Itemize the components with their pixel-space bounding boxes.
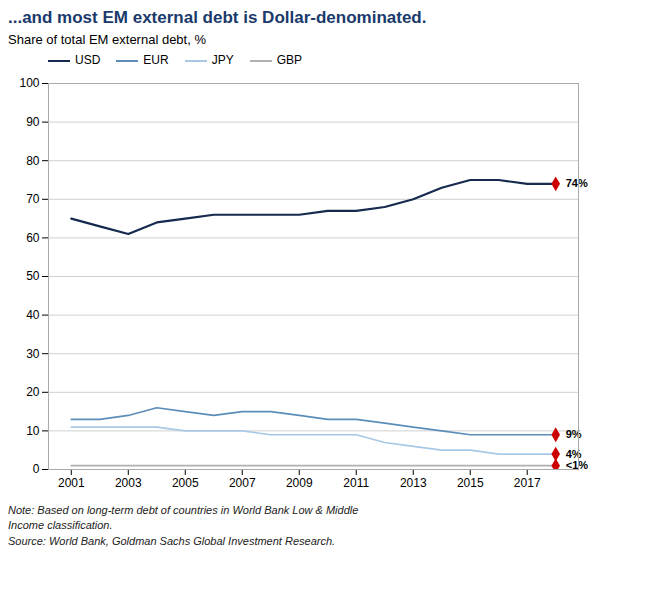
svg-text:0: 0 (33, 462, 40, 476)
html-text:JPY: JPY (211, 53, 234, 67)
svg-text:2001: 2001 (58, 476, 85, 490)
svg-text:80: 80 (26, 154, 40, 168)
svg-text:9%: 9% (566, 428, 582, 440)
svg-text:2015: 2015 (457, 476, 484, 490)
svg-text:10: 10 (26, 424, 40, 438)
svg-text:4%: 4% (566, 448, 582, 460)
svg-text:90: 90 (26, 115, 40, 129)
html-text:EUR: EUR (143, 53, 169, 67)
svg-text:2009: 2009 (286, 476, 313, 490)
html-text:Note: Based on long-term debt: Note: Based on long-term debt of countri… (8, 504, 359, 547)
svg-text:<1%: <1% (565, 459, 588, 472)
svg-text:20: 20 (26, 385, 40, 399)
svg-text:2005: 2005 (172, 476, 199, 490)
svg-text:2011: 2011 (343, 476, 369, 490)
svg-text:40: 40 (26, 308, 40, 322)
html-text:USD: USD (75, 53, 101, 67)
svg-text:2013: 2013 (400, 476, 427, 490)
html-text:GBP: GBP (276, 53, 302, 67)
html-text:...and most EM external debt i: ...and most EM external debt is Dollar-d… (8, 8, 427, 27)
svg-text:70: 70 (26, 192, 40, 206)
svg-text:100: 100 (19, 76, 39, 90)
svg-text:50: 50 (26, 269, 40, 283)
svg-text:30: 30 (26, 347, 40, 361)
html-text:Share of total EM external deb: Share of total EM external debt, % (8, 32, 206, 47)
svg-text:60: 60 (26, 231, 40, 245)
svg-text:2007: 2007 (229, 476, 256, 490)
svg-text:74%: 74% (566, 177, 588, 189)
svg-text:2003: 2003 (115, 476, 142, 490)
svg-text:2017: 2017 (514, 476, 541, 490)
